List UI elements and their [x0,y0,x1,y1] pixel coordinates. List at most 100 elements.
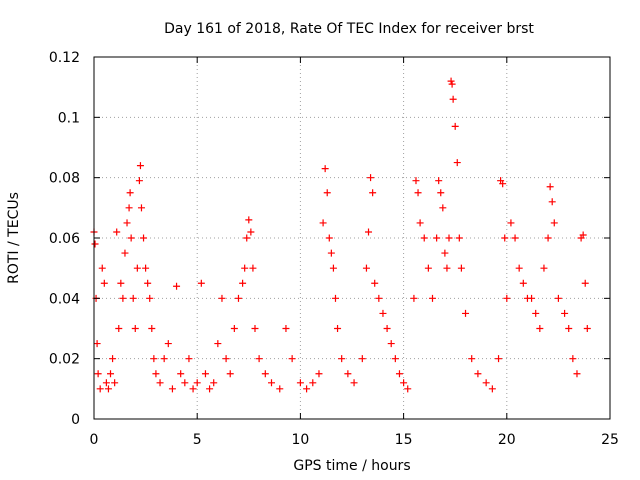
data-point [268,379,276,387]
data-point [323,189,331,197]
data-point [96,385,104,393]
data-point [358,355,366,363]
data-point [503,294,511,302]
data-point [214,340,222,348]
data-point [369,189,377,197]
data-point [243,234,251,242]
data-point [581,279,589,287]
data-point [414,189,422,197]
grid-lines [94,57,610,419]
data-point [561,309,569,317]
data-point [164,340,172,348]
data-point [109,355,117,363]
data-point [365,228,373,236]
y-tick-label: 0.04 [49,291,80,307]
chart-title: Day 161 of 2018, Rate Of TEC Index for r… [164,21,534,37]
data-point [362,264,370,272]
data-point [495,355,503,363]
data-point [383,325,391,332]
data-point [296,379,304,387]
data-point [261,370,269,378]
data-point [123,219,131,227]
data-point [168,385,176,393]
x-tick-label: 0 [90,432,99,448]
data-point [540,264,548,272]
data-points [90,77,591,393]
data-point [462,309,470,317]
data-point [152,370,160,378]
data-point [218,294,226,302]
data-point [338,355,346,363]
x-axis-label: GPS time / hours [293,458,410,474]
data-point [412,177,420,185]
data-point [371,279,379,287]
data-point [445,234,453,242]
data-point [197,279,205,287]
data-point [245,216,253,224]
y-tick-label: 0 [71,412,80,428]
data-point [129,294,137,302]
data-point [107,370,115,378]
data-point [247,228,255,236]
data-point [127,234,135,242]
data-point [117,279,125,287]
data-point [443,264,451,272]
data-point [367,174,375,182]
y-tick-label: 0.06 [49,231,80,247]
data-point [131,325,139,332]
axis-ticks [93,56,611,420]
data-point [173,282,181,290]
y-tick-label: 0.02 [49,352,80,368]
data-point [424,264,432,272]
data-point [331,294,339,302]
data-point [251,325,259,332]
data-point [125,204,133,212]
data-point [447,77,455,85]
data-point [309,379,317,387]
data-point [136,162,144,170]
data-point [234,294,242,302]
data-point [276,385,284,393]
data-point [439,204,447,212]
data-point [579,231,587,239]
data-point [420,234,428,242]
data-point [241,264,249,272]
data-point [100,279,108,287]
data-point [185,355,193,363]
data-point [201,370,209,378]
data-point [437,189,445,197]
data-point [226,370,234,378]
data-point [573,370,581,378]
data-point [379,309,387,317]
data-point [583,325,591,332]
x-tick-label: 25 [601,432,619,448]
data-point [468,355,476,363]
data-point [133,264,141,272]
x-tick-label: 20 [498,432,516,448]
data-point [140,234,148,242]
data-point [144,279,152,287]
data-point [433,234,441,242]
y-axis-label: ROTI / TECUs [6,192,22,284]
data-point [546,183,554,191]
data-point [515,264,523,272]
data-point [255,355,263,363]
data-point [319,219,327,227]
y-tick-label: 0.08 [49,171,80,187]
data-point [142,264,150,272]
data-point [499,180,507,188]
data-point [528,294,536,302]
data-point [93,340,101,348]
data-point [104,385,112,393]
data-point [488,385,496,393]
data-point [435,177,443,185]
data-point [507,219,515,227]
data-point [288,355,296,363]
data-point [451,122,459,130]
data-point [532,309,540,317]
data-point [126,189,134,197]
data-point [98,264,106,272]
x-tick-label: 15 [395,432,413,448]
data-point [511,234,519,242]
